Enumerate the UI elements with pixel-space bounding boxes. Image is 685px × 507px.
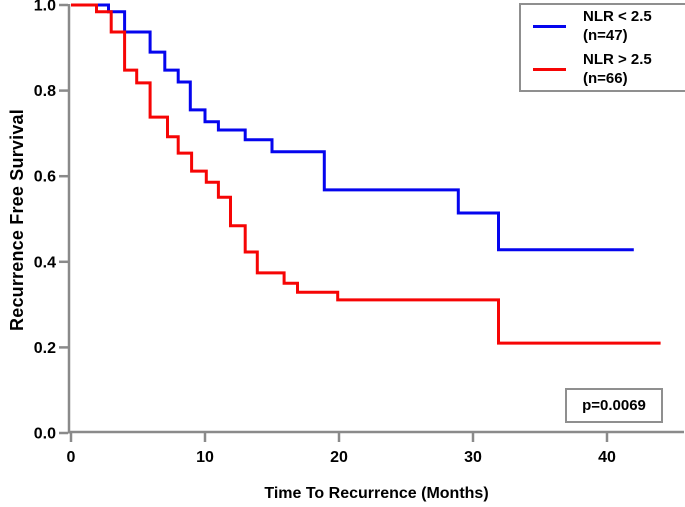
y-tick-label: 0.0 — [34, 426, 56, 443]
p-value-badge: p=0.0069 — [565, 388, 663, 423]
x-tick-label: 40 — [598, 449, 616, 466]
x-tick-label: 30 — [464, 449, 482, 466]
legend-label-nlr-high-line1: NLR > 2.5 — [583, 51, 652, 68]
legend: NLR < 2.5 (n=47) NLR > 2.5 (n=66) — [519, 3, 685, 92]
legend-label-nlr-low-line1: NLR < 2.5 — [583, 8, 652, 25]
y-tick-label: 0.6 — [34, 169, 56, 186]
legend-label-nlr-high: NLR > 2.5 (n=66) — [583, 50, 652, 88]
x-axis-title: Time To Recurrence (Months) — [264, 485, 489, 502]
y-tick-label: 0.8 — [34, 83, 56, 100]
x-tick-label: 0 — [67, 449, 76, 466]
y-axis-title: Recurrence Free Survival — [7, 109, 27, 331]
y-tick-label: 1.0 — [34, 0, 56, 15]
y-tick-label: 0.2 — [34, 340, 56, 357]
x-tick-label: 20 — [330, 449, 348, 466]
km-curve-nlr-high — [71, 3, 661, 345]
legend-entry-nlr-high: NLR > 2.5 (n=66) — [533, 50, 685, 88]
legend-label-nlr-high-line2: (n=66) — [583, 70, 628, 87]
legend-line-sample-blue — [533, 24, 566, 28]
x-tick-label: 10 — [196, 449, 214, 466]
legend-entry-nlr-low: NLR < 2.5 (n=47) — [533, 7, 685, 45]
legend-label-nlr-low: NLR < 2.5 (n=47) — [583, 7, 652, 45]
km-curve-nlr-low — [71, 3, 634, 252]
legend-line-sample-red — [533, 67, 566, 71]
y-tick-label: 0.4 — [34, 254, 56, 271]
legend-label-nlr-low-line2: (n=47) — [583, 27, 628, 44]
